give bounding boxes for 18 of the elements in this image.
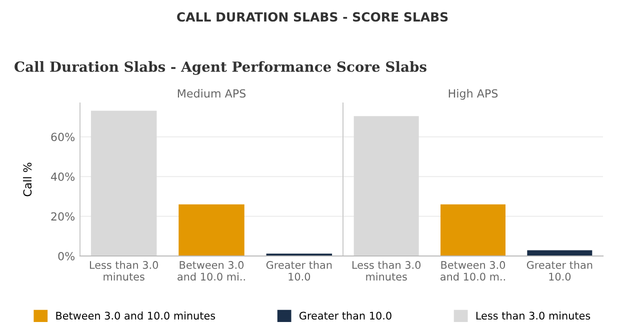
- legend-label: Between 3.0 and 10.0 minutes: [56, 312, 216, 320]
- text: Call Duration Slabs - Agent Performance Score Slabs: [14, 61, 426, 75]
- x-tick-label: Less than 3.0 minutes: [352, 260, 421, 281]
- x-tick-label: Greater than 10.0: [266, 260, 332, 281]
- y-tick-label: 60%: [51, 132, 75, 142]
- text: CALL DURATION SLABS - SCORE SLABS: [177, 12, 448, 22]
- y-tick-label: 20%: [51, 212, 75, 221]
- x-tick-label: Greater than 10.0: [526, 260, 592, 281]
- y-axis-title: Call %: [23, 162, 32, 196]
- x-tick-label: Between 3.0 and 10.0 mi..: [178, 261, 245, 281]
- legend-label: Greater than 10.0: [299, 312, 392, 320]
- x-tick-label: Between 3.0 and 10.0 m..: [440, 261, 506, 281]
- chart-title: High APS: [448, 89, 498, 100]
- x-tick-label: Less than 3.0 minutes: [90, 260, 158, 281]
- y-tick-label: 0%: [58, 252, 75, 260]
- y-tick-label: 40%: [50, 172, 75, 181]
- legend-label: Less than 3.0 minutes: [476, 312, 590, 320]
- chart-title: Medium APS: [178, 89, 246, 98]
